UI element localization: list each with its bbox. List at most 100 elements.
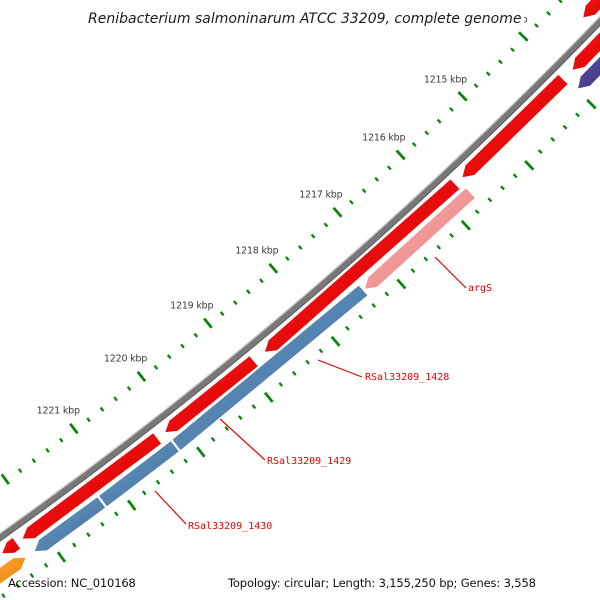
major-tick bbox=[126, 499, 137, 511]
minor-tick bbox=[436, 118, 442, 124]
minor-tick bbox=[126, 385, 132, 391]
minor-tick bbox=[374, 176, 380, 182]
minor-tick bbox=[251, 404, 257, 410]
minor-tick bbox=[423, 256, 429, 262]
major-tick bbox=[395, 149, 406, 161]
minor-tick bbox=[183, 458, 188, 464]
gene-arrow-RSal33209_1430[interactable] bbox=[34, 497, 106, 552]
minor-tick bbox=[155, 479, 161, 485]
minor-tick bbox=[285, 256, 290, 262]
gene-arrow-cds-red-1[interactable] bbox=[572, 5, 600, 70]
minor-tick bbox=[114, 511, 119, 517]
gene-arrow-purple[interactable] bbox=[578, 54, 600, 89]
minor-tick bbox=[15, 583, 20, 589]
major-tick bbox=[396, 278, 407, 290]
gene-arrow-cds-red-3[interactable] bbox=[265, 179, 460, 352]
leader-line-RSal33209_1430 bbox=[154, 490, 187, 525]
minor-tick bbox=[384, 291, 390, 297]
page-title: Renibacterium salmoninarum ATCC 33209, c… bbox=[86, 7, 525, 29]
leader-line-RSal33209_1428 bbox=[317, 359, 363, 378]
major-tick bbox=[195, 446, 206, 458]
status-accession: Accession: NC_010168 bbox=[8, 576, 136, 590]
minor-tick bbox=[361, 188, 367, 194]
minor-tick bbox=[210, 436, 216, 442]
minor-tick bbox=[411, 142, 417, 147]
minor-tick bbox=[410, 268, 416, 274]
gene-arrow-cds-red-5[interactable] bbox=[22, 433, 162, 539]
minor-tick bbox=[278, 382, 284, 387]
major-tick bbox=[524, 160, 535, 171]
minor-tick bbox=[449, 106, 454, 112]
minor-tick bbox=[512, 173, 518, 179]
gene-arrow-cds-red-2[interactable] bbox=[462, 74, 568, 178]
minor-tick bbox=[224, 426, 229, 432]
minor-tick bbox=[436, 244, 442, 250]
minor-tick bbox=[45, 447, 50, 453]
major-tick bbox=[460, 219, 472, 231]
minor-tick bbox=[323, 222, 329, 228]
minor-tick bbox=[575, 112, 580, 118]
minor-tick bbox=[238, 415, 243, 421]
leader-line-argS bbox=[434, 256, 467, 289]
gene-arrow-cds-red-top[interactable] bbox=[583, 0, 600, 18]
minor-tick bbox=[180, 343, 185, 349]
minor-tick bbox=[297, 244, 303, 250]
minor-tick bbox=[557, 0, 563, 4]
minor-tick bbox=[58, 437, 64, 443]
minor-tick bbox=[141, 490, 147, 496]
minor-tick bbox=[233, 300, 238, 306]
status-topology: Topology: circular; Length: 3,155,250 bp… bbox=[228, 576, 536, 590]
minor-tick bbox=[485, 71, 491, 77]
gene-arrow-cds-red-4[interactable] bbox=[165, 356, 258, 433]
major-tick bbox=[586, 98, 597, 110]
minor-tick bbox=[310, 233, 316, 239]
gene-arrow-orange[interactable] bbox=[0, 557, 26, 594]
major-tick bbox=[56, 551, 67, 563]
minor-tick bbox=[259, 278, 264, 284]
leader-line-RSal33209_1429 bbox=[219, 418, 266, 461]
major-tick bbox=[518, 31, 529, 42]
minor-tick bbox=[305, 359, 310, 365]
minor-tick bbox=[537, 149, 543, 155]
minor-tick bbox=[500, 185, 505, 191]
major-tick bbox=[69, 422, 79, 435]
minor-tick bbox=[169, 469, 175, 475]
minor-tick bbox=[1, 593, 6, 599]
minor-tick bbox=[358, 314, 363, 320]
minor-tick bbox=[534, 23, 539, 28]
minor-tick bbox=[100, 521, 105, 527]
minor-tick bbox=[349, 199, 354, 205]
minor-tick bbox=[474, 209, 480, 215]
minor-tick bbox=[449, 233, 454, 238]
minor-tick bbox=[43, 562, 49, 568]
minor-tick bbox=[345, 325, 350, 331]
minor-tick bbox=[473, 83, 479, 89]
gene-arrow-cds-red-6[interactable] bbox=[2, 538, 21, 554]
minor-tick bbox=[562, 124, 568, 130]
minor-tick bbox=[72, 542, 77, 548]
major-tick bbox=[0, 473, 10, 485]
major-tick bbox=[136, 370, 147, 383]
minor-tick bbox=[31, 458, 37, 464]
gene-arrow-RSal33209_1428[interactable] bbox=[172, 285, 368, 451]
minor-tick bbox=[113, 396, 118, 402]
gene-arrow-RSal33209_1429[interactable] bbox=[99, 441, 179, 507]
minor-tick bbox=[424, 130, 430, 136]
minor-tick bbox=[99, 406, 105, 412]
minor-tick bbox=[17, 468, 23, 474]
gene-arrow-argS[interactable] bbox=[365, 188, 475, 289]
major-tick bbox=[332, 206, 343, 218]
major-tick bbox=[457, 91, 468, 102]
genome-title-text: Renibacterium salmoninarum ATCC 33209, c… bbox=[88, 11, 522, 27]
minor-tick bbox=[29, 573, 35, 579]
minor-tick bbox=[550, 136, 556, 142]
minor-tick bbox=[318, 348, 324, 354]
minor-tick bbox=[246, 289, 251, 295]
